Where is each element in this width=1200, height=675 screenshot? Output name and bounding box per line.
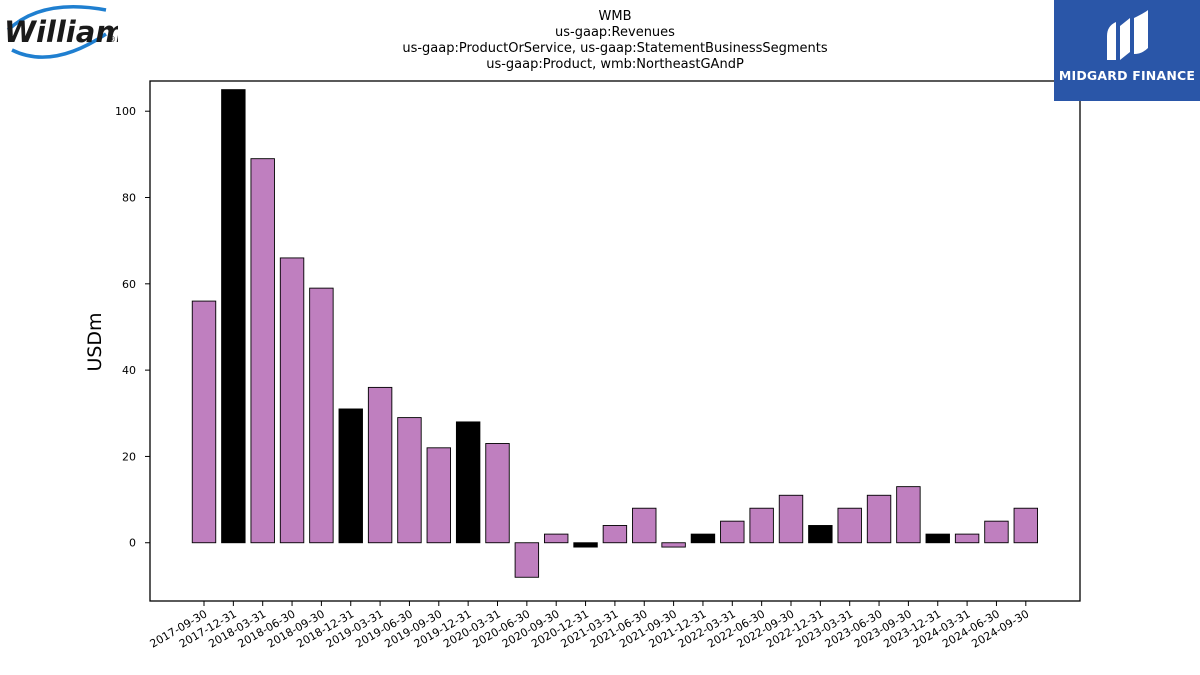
midgard-finance-text: MIDGARD FINANCE <box>1058 68 1196 83</box>
bar-2023-12-31 <box>925 533 950 544</box>
bars <box>191 89 1038 578</box>
midgard-mark-center-icon <box>1120 18 1130 60</box>
y-axis-label: USDm <box>84 312 106 371</box>
bar-2019-03-31 <box>367 386 393 544</box>
y-tick-label-20: 20 <box>122 450 136 463</box>
bar-2020-09-30 <box>544 533 569 544</box>
midgard-finance-logo: MIDGARD FINANCE <box>1054 0 1200 101</box>
plot-frame <box>149 80 1081 602</box>
bar-2018-09-30 <box>309 287 334 544</box>
y-tick-label-100: 100 <box>115 105 136 118</box>
williams-wordmark: Williams <box>4 15 118 49</box>
bar-2022-12-31 <box>808 525 833 544</box>
y-tick-label-80: 80 <box>122 192 136 205</box>
midgard-mark-left-icon <box>1107 22 1116 60</box>
bar-2022-06-30 <box>749 507 774 544</box>
bar-2021-09-30 <box>661 542 686 548</box>
bar-2023-06-30 <box>866 494 892 544</box>
x-axis: 2017-09-302017-12-312018-03-312018-06-30… <box>148 601 1031 651</box>
swoosh-top-icon <box>6 4 107 32</box>
bar-2022-03-31 <box>720 520 745 544</box>
bar-2021-12-31 <box>690 533 716 544</box>
bar-2024-06-30 <box>984 520 1009 544</box>
title-line-3: us-gaap:ProductOrService, us-gaap:Statem… <box>402 41 828 56</box>
chart-title: WMB us-gaap:Revenues us-gaap:ProductOrSe… <box>402 9 828 72</box>
bar-2022-09-30 <box>778 494 804 544</box>
bar-2021-03-31 <box>602 525 628 544</box>
y-tick-label-40: 40 <box>122 364 136 377</box>
y-tick-label-0: 0 <box>129 537 136 550</box>
y-axis: 0 20 40 60 80 100 <box>115 105 150 550</box>
bar-2018-03-31 <box>250 158 275 544</box>
bar-2019-09-30 <box>426 447 451 544</box>
midgard-mark-right-icon <box>1134 10 1148 54</box>
bar-2020-06-30 <box>514 542 540 578</box>
title-line-4: us-gaap:Product, wmb:NortheastGAndP <box>486 57 744 72</box>
bar-2024-09-30 <box>1013 507 1038 544</box>
bar-2018-06-30 <box>279 257 305 544</box>
williams-logo: Williams ® <box>2 4 143 66</box>
bar-2024-03-31 <box>954 533 980 544</box>
bar-2023-09-30 <box>896 486 921 544</box>
bar-2021-06-30 <box>632 507 657 544</box>
bar-2017-12-31 <box>221 89 246 544</box>
bar-2020-03-31 <box>485 443 510 544</box>
y-tick-label-60: 60 <box>122 278 136 291</box>
bar-2019-12-31 <box>455 421 481 544</box>
title-line-1: WMB <box>599 9 632 24</box>
title-line-2: us-gaap:Revenues <box>555 25 675 40</box>
bar-2020-12-31 <box>573 542 598 548</box>
bar-2019-06-30 <box>397 417 422 544</box>
bar-2018-12-31 <box>338 408 363 544</box>
swoosh-bottom-icon <box>11 32 107 59</box>
bar-2017-09-30 <box>191 300 217 544</box>
registered-mark: ® <box>108 35 116 44</box>
bar-2023-03-31 <box>837 507 862 544</box>
